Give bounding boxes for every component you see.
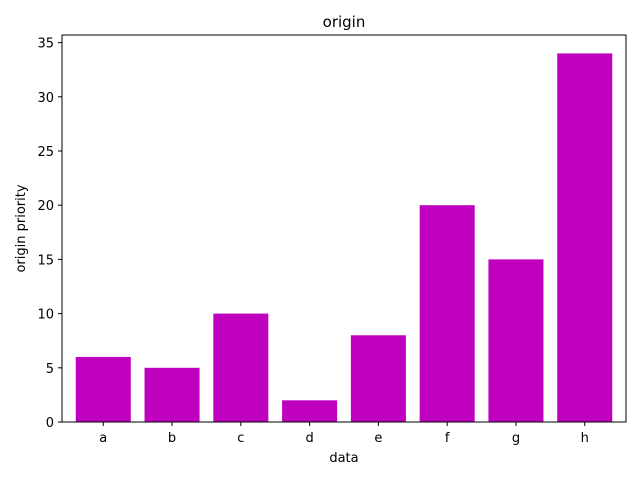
y-tick-label: 5 xyxy=(46,362,54,377)
x-tick-label: h xyxy=(581,431,589,446)
y-tick-label: 10 xyxy=(37,308,54,323)
x-tick-label: a xyxy=(99,431,107,446)
bar-e xyxy=(350,335,406,422)
bar-f xyxy=(419,205,475,422)
y-axis-ticks: 0 5 10 15 20 25 30 35 xyxy=(37,37,62,431)
x-tick-label: b xyxy=(168,431,176,446)
y-tick-label: 25 xyxy=(37,145,54,160)
bar-g xyxy=(488,259,544,422)
y-tick-label: 15 xyxy=(37,253,54,268)
x-tick-label: e xyxy=(374,431,382,446)
x-tick-label: c xyxy=(237,431,244,446)
x-tick-label: d xyxy=(305,431,313,446)
bar-a xyxy=(75,356,131,422)
bar-h xyxy=(557,53,613,423)
y-tick-label: 20 xyxy=(37,199,54,214)
y-tick-label: 35 xyxy=(37,37,54,52)
plot-frame xyxy=(61,34,627,423)
bars-group xyxy=(75,53,613,423)
x-axis-ticks: a b c d e f g h xyxy=(99,422,589,446)
y-axis-label: origin priority xyxy=(14,184,29,272)
x-tick-label: g xyxy=(512,431,520,446)
x-tick-label: f xyxy=(445,431,450,446)
chart-title: origin xyxy=(323,13,366,31)
bar-c xyxy=(213,313,269,422)
bar-d xyxy=(282,400,338,422)
y-tick-label: 30 xyxy=(37,91,54,106)
y-tick-label: 0 xyxy=(46,416,54,431)
bar-b xyxy=(144,367,200,422)
x-axis-label: data xyxy=(329,451,358,466)
